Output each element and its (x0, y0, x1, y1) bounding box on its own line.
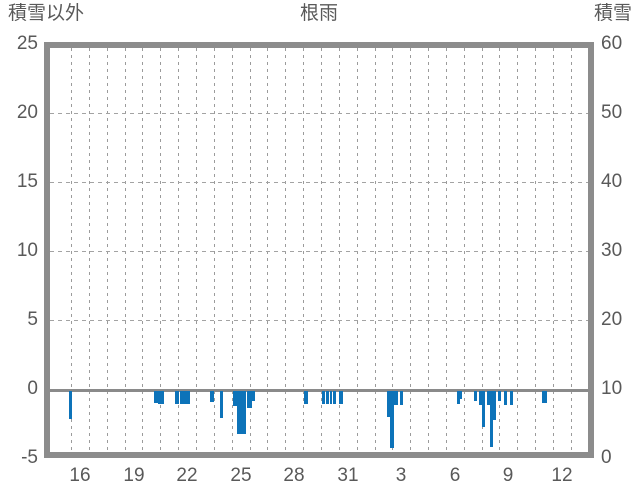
precip-bar (322, 391, 325, 404)
v-gridline (71, 48, 72, 452)
x-axis-tick: 31 (337, 465, 359, 486)
chart-title: 根雨 (299, 3, 339, 24)
v-gridline (285, 48, 286, 452)
v-gridline (517, 48, 518, 452)
h-gridline (50, 251, 588, 252)
v-gridline (446, 48, 447, 452)
precip-bar (457, 391, 460, 404)
x-axis-tick: 22 (176, 465, 198, 486)
v-gridline (553, 48, 554, 452)
left-axis-tick: 15 (16, 170, 38, 192)
v-gridline (499, 48, 500, 452)
v-gridline (232, 48, 233, 452)
right-axis-title: 積雪 (593, 3, 632, 24)
precip-bar (158, 391, 164, 404)
right-axis-tick: 30 (601, 239, 623, 261)
precip-bar (333, 391, 336, 404)
left-axis-tick: 20 (16, 101, 38, 123)
v-gridline (482, 48, 483, 452)
v-gridline (125, 48, 126, 452)
v-gridline (571, 48, 572, 452)
left-axis-tick: -5 (21, 446, 38, 468)
h-gridline (50, 320, 588, 321)
precip-bar (180, 391, 190, 404)
left-axis-tick: 25 (16, 32, 38, 54)
precip-bar (510, 391, 513, 405)
v-gridline (196, 48, 197, 452)
v-gridline (107, 48, 108, 452)
precip-bar (545, 391, 547, 403)
precip-bar (390, 391, 394, 448)
precip-bar (175, 391, 179, 404)
plot-frame (44, 42, 594, 458)
left-axis-tick: 10 (16, 239, 38, 261)
v-gridline (214, 48, 215, 452)
precip-bar (304, 391, 308, 404)
x-axis-tick: 16 (69, 465, 91, 486)
precip-bar (487, 391, 490, 405)
v-gridline (303, 48, 304, 452)
precip-bar (154, 391, 158, 403)
x-axis-tick: 28 (283, 465, 305, 486)
precip-bar (330, 391, 332, 404)
plot-area (50, 48, 588, 452)
precip-bar (252, 391, 255, 401)
precip-bar (394, 391, 398, 405)
x-axis-tick: 12 (551, 465, 573, 486)
v-gridline (339, 48, 340, 452)
precip-bar (504, 391, 507, 405)
precip-bar (479, 391, 482, 405)
v-gridline (357, 48, 358, 452)
precip-bar (220, 391, 223, 418)
v-gridline (464, 48, 465, 452)
v-gridline (375, 48, 376, 452)
left-axis-title: 積雪以外 (8, 3, 85, 24)
right-axis-tick: 20 (601, 308, 623, 330)
v-gridline (89, 48, 90, 452)
v-gridline (178, 48, 179, 452)
precip-bar (69, 391, 72, 419)
precip-bar (387, 391, 391, 417)
precip-bar (237, 391, 246, 434)
h-gridline (50, 182, 588, 183)
x-axis-tick: 25 (230, 465, 252, 486)
precip-bar (542, 391, 545, 403)
v-gridline (250, 48, 251, 452)
v-gridline (392, 48, 393, 452)
precip-bar (498, 391, 501, 401)
v-gridline (267, 48, 268, 452)
precip-bar (326, 391, 329, 404)
precip-bar (474, 391, 477, 401)
v-gridline (321, 48, 322, 452)
precip-bar (339, 391, 343, 404)
right-axis-tick: 50 (601, 101, 623, 123)
left-axis-tick: 5 (27, 308, 38, 330)
precip-bar (490, 391, 493, 447)
precip-bar (210, 391, 214, 402)
x-axis-tick: 3 (395, 465, 407, 486)
h-gridline (50, 113, 588, 114)
left-axis-tick: 0 (27, 377, 38, 399)
x-axis-tick: 6 (449, 465, 461, 486)
precip-bar (482, 391, 485, 427)
precip-bar (493, 391, 496, 420)
right-axis-tick: 40 (601, 170, 623, 192)
x-axis-tick: 9 (502, 465, 514, 486)
right-axis-tick: 60 (601, 32, 623, 54)
v-gridline (428, 48, 429, 452)
v-gridline (535, 48, 536, 452)
zero-line (50, 389, 588, 392)
precip-bar (400, 391, 403, 405)
v-gridline (160, 48, 161, 452)
v-gridline (410, 48, 411, 452)
v-gridline (142, 48, 143, 452)
x-axis-tick: 19 (123, 465, 145, 486)
precip-bar (247, 391, 252, 408)
right-axis-tick: 0 (601, 446, 612, 468)
right-axis-tick: 10 (601, 377, 623, 399)
precip-bar (460, 391, 462, 399)
